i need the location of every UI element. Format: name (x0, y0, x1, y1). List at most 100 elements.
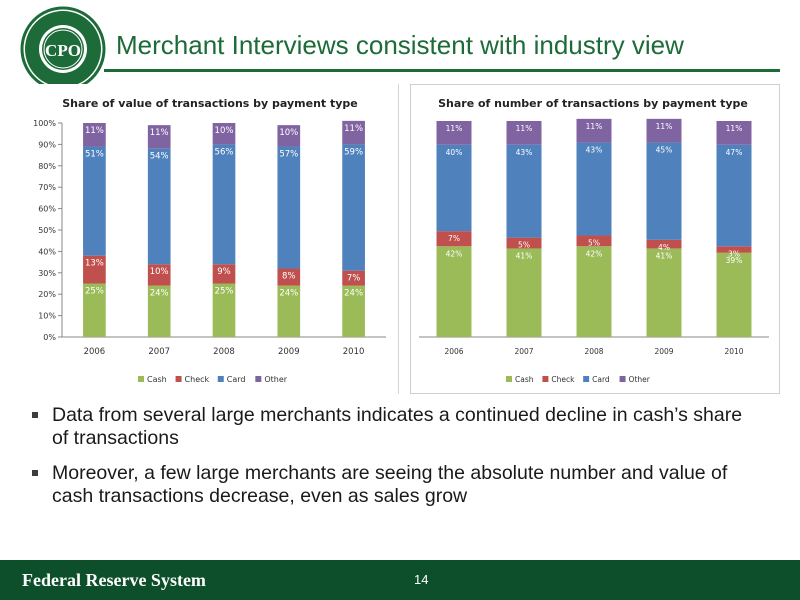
legend-label: Cash (515, 375, 534, 384)
y-tick-label: 60% (38, 205, 56, 214)
data-label: 8% (282, 272, 296, 282)
legend-swatch-cash (506, 376, 512, 382)
cpo-seal-logo: CPO (20, 6, 106, 92)
bar-segment-other (83, 123, 106, 147)
data-label: 45% (656, 146, 673, 155)
y-tick-label: 0% (43, 333, 56, 342)
data-label: 43% (516, 148, 533, 157)
bar-segment-check (277, 268, 301, 286)
bullet-marker (32, 470, 38, 476)
chart-title: Share of number of transactions by payme… (438, 97, 748, 110)
data-label: 10% (279, 128, 298, 138)
bar-segment-cash (147, 285, 171, 337)
bar-segment-other (147, 125, 171, 149)
data-label: 43% (586, 146, 603, 155)
legend-label: Check (185, 375, 210, 384)
bar-segment-check (212, 264, 236, 284)
title-divider (104, 69, 780, 72)
x-tick-label: 2008 (584, 347, 603, 356)
legend-label: Card (227, 375, 246, 384)
bar-segment-card (212, 144, 236, 265)
bar-segment-check (716, 246, 752, 253)
bar-segment-cash (646, 248, 682, 337)
bullet-item: Data from several large merchants indica… (32, 404, 762, 450)
bar-segment-other (212, 123, 236, 145)
bar-segment-other (506, 121, 542, 145)
legend-label: Other (629, 375, 651, 384)
x-tick-label: 2008 (213, 347, 235, 357)
bar-segment-cash (277, 285, 301, 337)
bar-segment-cash (506, 248, 542, 337)
bar-segment-other (716, 121, 752, 145)
x-tick-label: 2007 (148, 347, 170, 357)
x-tick-label: 2009 (654, 347, 673, 356)
bar-segment-cash (716, 252, 752, 337)
y-tick-label: 40% (38, 247, 56, 256)
data-label: 47% (726, 148, 743, 157)
slide-title: Merchant Interviews consistent with indu… (116, 30, 684, 60)
bar-segment-card (342, 144, 365, 271)
data-label: 24% (150, 289, 169, 299)
svg-text:CPO: CPO (45, 41, 81, 60)
legend-label: Card (592, 375, 610, 384)
legend-label: Cash (147, 375, 167, 384)
number-share-chart-svg: Share of number of transactions by payme… (419, 97, 769, 384)
footer-organization: Federal Reserve System (22, 570, 206, 590)
footer-bar: Federal Reserve System 14 (0, 560, 800, 600)
y-tick-label: 100% (33, 119, 56, 128)
legend-swatch-other (255, 376, 262, 382)
data-label: 56% (215, 147, 234, 157)
bar-segment-cash (83, 283, 106, 337)
bar-segment-check (576, 235, 612, 247)
bullet-list: Data from several large merchants indica… (32, 404, 762, 520)
data-label: 5% (518, 241, 530, 250)
value-share-chart-svg: Share of value of transactions by paymen… (33, 97, 386, 384)
data-label: 24% (279, 289, 298, 299)
data-label: 7% (448, 234, 460, 243)
number-share-chart: Share of number of transactions by payme… (410, 84, 780, 394)
y-tick-label: 70% (38, 183, 56, 192)
bar-segment-card (147, 148, 171, 265)
bar-segment-check (342, 270, 365, 286)
x-tick-label: 2007 (514, 347, 533, 356)
bar-segment-check (646, 239, 682, 249)
x-tick-label: 2006 (84, 347, 106, 357)
legend-swatch-card (583, 376, 590, 382)
bar-segment-other (646, 118, 682, 143)
data-label: 5% (588, 238, 600, 247)
x-tick-label: 2009 (278, 347, 300, 357)
data-label: 4% (658, 243, 670, 252)
y-tick-label: 90% (38, 140, 56, 149)
data-label: 11% (726, 124, 743, 133)
bar-segment-cash (436, 246, 472, 337)
legend-swatch-check (175, 376, 182, 382)
data-label: 42% (586, 249, 603, 258)
data-label: 24% (344, 289, 363, 299)
x-tick-label: 2010 (724, 347, 743, 356)
y-tick-label: 20% (38, 290, 56, 299)
data-label: 25% (215, 287, 234, 297)
bar-segment-card (83, 146, 106, 256)
bar-segment-card (506, 144, 542, 238)
x-tick-label: 2010 (343, 347, 365, 357)
data-label: 39% (726, 256, 743, 265)
data-label: 57% (279, 150, 298, 160)
legend-label: Check (551, 375, 575, 384)
y-tick-label: 50% (38, 226, 56, 235)
y-tick-label: 30% (38, 269, 56, 278)
data-label: 11% (516, 124, 533, 133)
data-label: 11% (150, 128, 169, 138)
y-tick-label: 10% (38, 312, 56, 321)
bar-segment-cash (342, 285, 365, 337)
data-label: 7% (347, 274, 361, 284)
bar-segment-check (147, 264, 171, 286)
legend-swatch-card (217, 376, 224, 382)
data-label: 3% (728, 249, 740, 258)
bar-segment-other (342, 120, 365, 145)
bar-segment-card (277, 146, 301, 269)
bar-segment-card (576, 142, 612, 236)
data-label: 11% (586, 122, 603, 131)
bullet-text: Data from several large merchants indica… (52, 404, 743, 449)
x-tick-label: 2006 (444, 347, 463, 356)
bullet-item: Moreover, a few large merchants are seei… (32, 462, 762, 508)
